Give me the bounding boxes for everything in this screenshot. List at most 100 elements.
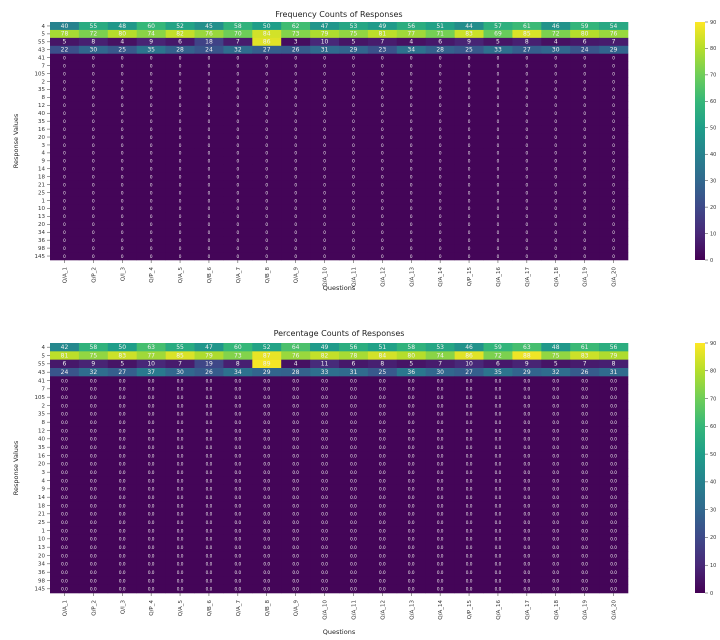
heatmap-cell <box>367 125 398 134</box>
cell-value: 0 <box>352 151 355 156</box>
heatmap-cell <box>107 584 137 594</box>
cell-value: 0.0 <box>206 520 213 525</box>
heatmap-cell <box>107 343 137 352</box>
cell-value: 0.0 <box>263 378 270 383</box>
cell-value: 0.0 <box>321 570 328 575</box>
cell-value: 7 <box>178 361 182 368</box>
cell-value: 0 <box>237 238 240 243</box>
heatmap-cell <box>367 434 398 444</box>
heatmap-cell <box>223 368 253 377</box>
cell-value: 27 <box>523 47 531 54</box>
cell-value: 0.0 <box>437 403 444 408</box>
heatmap-cell <box>50 509 80 519</box>
cell-value: 0.0 <box>90 462 97 467</box>
heatmap-cell <box>599 156 629 166</box>
cell-value: 26 <box>581 369 589 376</box>
heatmap-cell <box>425 451 455 460</box>
cell-value: 0 <box>352 175 355 180</box>
heatmap-cell <box>310 393 340 402</box>
cell-value: 76 <box>205 31 213 38</box>
heatmap-cell <box>367 418 398 427</box>
cell-value: 0.0 <box>610 387 617 392</box>
cell-value: 0.0 <box>61 495 68 500</box>
cell-value: 0 <box>381 167 384 172</box>
heatmap-cell <box>339 418 369 427</box>
cell-value: 0.0 <box>321 420 328 425</box>
heatmap-cell <box>454 351 484 360</box>
heatmap-cell <box>50 228 80 237</box>
cell-value: 80 <box>407 352 415 359</box>
cell-value: 0.0 <box>552 387 559 392</box>
cell-value: 0 <box>150 254 153 259</box>
heatmap-cell <box>107 501 137 510</box>
heatmap-cell <box>570 61 600 70</box>
heatmap-cell <box>425 77 455 86</box>
heatmap-cell <box>78 164 109 174</box>
x-tick-label: Q/P_4 <box>149 600 155 616</box>
cell-value: 0.0 <box>292 478 299 483</box>
cell-value: 52 <box>176 23 184 30</box>
cell-value: 0 <box>179 159 182 164</box>
heatmap-cell <box>136 534 166 544</box>
heatmap-cell <box>252 418 282 427</box>
cell-value: 0.0 <box>148 495 155 500</box>
cell-value: 0.0 <box>292 587 299 592</box>
cell-value: 0 <box>497 63 500 68</box>
heatmap-cell <box>396 376 426 385</box>
heatmap-cell <box>194 69 224 78</box>
y-tick-label: 7 <box>42 387 46 393</box>
heatmap-cell <box>512 568 542 577</box>
cell-value: 0.0 <box>177 470 184 475</box>
heatmap-cell <box>483 77 513 86</box>
heatmap-cell <box>454 61 484 70</box>
cell-value: 0.0 <box>206 545 213 550</box>
cell-value: 0.0 <box>495 387 502 392</box>
heatmap-cell <box>165 418 195 427</box>
cell-value: 0.0 <box>119 520 126 525</box>
heatmap-cell <box>107 518 137 527</box>
heatmap-cell <box>136 559 166 569</box>
cell-value: 0 <box>352 87 355 92</box>
cell-value: 0.0 <box>90 378 97 383</box>
heatmap-cell <box>599 37 629 47</box>
cell-value: 49 <box>379 23 387 30</box>
cell-value: 7 <box>236 39 240 46</box>
cell-value: 0.0 <box>495 528 502 533</box>
heatmap-cell <box>396 69 426 78</box>
cell-value: 0.0 <box>379 378 386 383</box>
heatmap-cell <box>425 196 455 205</box>
cell-value: 60 <box>234 344 242 351</box>
heatmap-cell <box>541 584 571 594</box>
cell-value: 0 <box>237 135 240 140</box>
heatmap-cell <box>310 204 340 213</box>
cell-value: 30 <box>90 47 98 54</box>
cell-value: 0.0 <box>148 428 155 433</box>
heatmap-cell <box>252 22 282 31</box>
cell-value: 0 <box>352 206 355 211</box>
heatmap-cell <box>425 393 455 402</box>
colorbar-tick-label: 70 <box>710 396 716 402</box>
heatmap-cell <box>339 343 369 352</box>
heatmap-cell <box>78 228 109 237</box>
cell-value: 0.0 <box>524 403 531 408</box>
heatmap-cell <box>541 117 571 126</box>
cell-value: 0 <box>265 95 268 100</box>
heatmap-cell <box>339 426 369 435</box>
heatmap-cell <box>425 101 455 110</box>
heatmap-cell <box>599 188 629 197</box>
cell-value: 0.0 <box>610 445 617 450</box>
heatmap-cell <box>599 434 629 444</box>
cell-value: 0.0 <box>148 512 155 517</box>
heatmap-cell <box>281 196 311 205</box>
heatmap-cell <box>512 451 542 460</box>
heatmap-cell <box>194 368 224 377</box>
cell-value: 85 <box>523 31 531 38</box>
cell-value: 0 <box>381 159 384 164</box>
cell-value: 0 <box>237 159 240 164</box>
cell-value: 0 <box>526 246 529 251</box>
cell-value: 0 <box>179 222 182 227</box>
cell-value: 0.0 <box>292 470 299 475</box>
heatmap-cell <box>281 543 311 552</box>
cell-value: 0 <box>150 111 153 116</box>
cell-value: 0 <box>208 79 211 84</box>
